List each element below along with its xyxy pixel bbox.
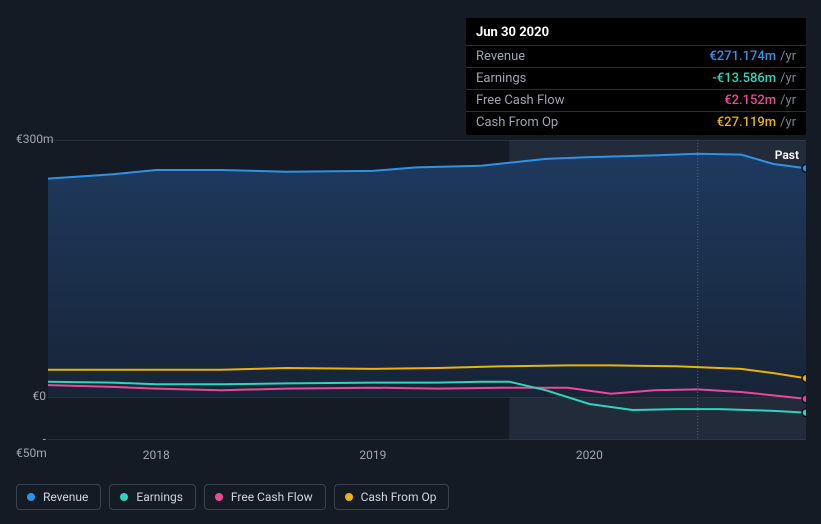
tooltip-value: €271.174m — [709, 49, 776, 64]
tooltip-row: Earnings-€13.586m/yr — [466, 67, 806, 89]
y-tick-label: -€50m — [16, 432, 46, 460]
tooltip-date: Jun 30 2020 — [466, 18, 806, 45]
tooltip-unit: /yr — [780, 115, 796, 130]
legend-item[interactable]: Earnings — [109, 484, 196, 510]
x-tick-label: 2019 — [359, 448, 386, 462]
legend-swatch — [215, 493, 223, 501]
tooltip-value: €2.152m — [724, 93, 776, 108]
legend-swatch — [27, 493, 35, 501]
tooltip-unit: /yr — [780, 49, 796, 64]
past-label: Past — [775, 148, 799, 162]
tooltip-row: Free Cash Flow€2.152m/yr — [466, 89, 806, 111]
tooltip-label: Revenue — [476, 49, 709, 64]
x-tick-label: 2018 — [143, 448, 170, 462]
legend-label: Revenue — [43, 490, 88, 504]
chart-plot[interactable] — [48, 140, 806, 440]
tooltip-unit: /yr — [780, 71, 796, 86]
tooltip-label: Earnings — [476, 71, 712, 86]
legend-label: Free Cash Flow — [231, 490, 313, 504]
x-axis: 2018 2019 2020 — [48, 448, 806, 468]
tooltip-row: Cash From Op€27.119m/yr — [466, 111, 806, 133]
tooltip-value: -€13.586m — [712, 71, 776, 86]
legend-item[interactable]: Free Cash Flow — [204, 484, 326, 510]
legend: Revenue Earnings Free Cash Flow Cash From O… — [16, 484, 449, 510]
legend-label: Cash From Op — [361, 490, 437, 504]
legend-swatch — [120, 493, 128, 501]
tooltip-unit: /yr — [780, 93, 796, 108]
legend-item[interactable]: Revenue — [16, 484, 101, 510]
y-tick-label: €0 — [16, 389, 46, 403]
tooltip-label: Free Cash Flow — [476, 93, 724, 108]
legend-item[interactable]: Cash From Op — [334, 484, 450, 510]
y-tick-label: €300m — [16, 132, 46, 146]
tooltip-row: Revenue€271.174m/yr — [466, 45, 806, 67]
chart-tooltip: Jun 30 2020 Revenue€271.174m/yrEarnings-… — [466, 18, 806, 135]
legend-swatch — [345, 493, 353, 501]
tooltip-value: €27.119m — [717, 115, 776, 130]
tooltip-label: Cash From Op — [476, 115, 717, 130]
legend-label: Earnings — [136, 490, 183, 504]
x-tick-label: 2020 — [576, 448, 603, 462]
